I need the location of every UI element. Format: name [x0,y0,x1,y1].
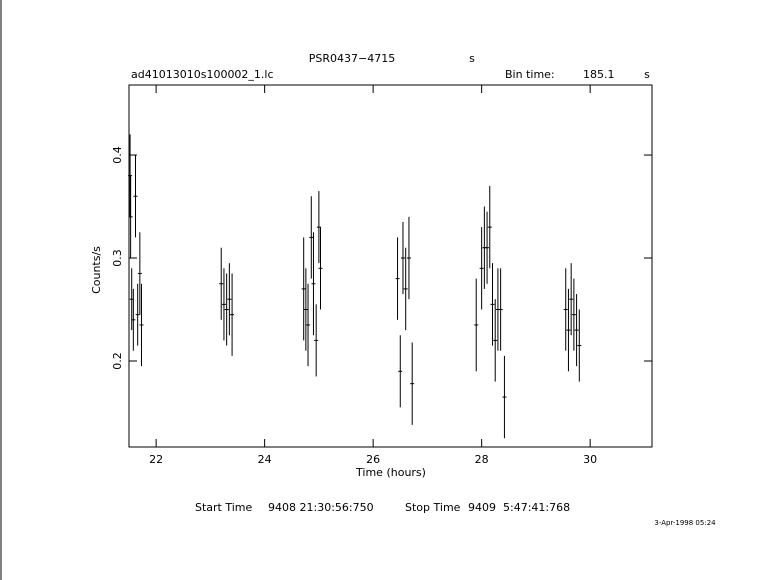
x-tick-label: 24 [258,453,272,466]
bin-value: 185.1 [583,68,615,81]
y-axis-label: Counts/s [90,246,103,294]
chart-title: PSR0437−4715 [309,52,395,65]
start-value: 9408 21:30:56:750 [268,501,374,514]
x-tick-label: 30 [583,453,597,466]
x-axis-label: Time (hours) [355,466,426,479]
bin-label: Bin time: [505,68,555,81]
y-tick-label: 0.4 [111,146,124,164]
x-tick-label: 28 [475,453,489,466]
file-name: ad41013010s100002_1.lc [131,68,274,81]
stop-value: 9409 5:47:41:768 [468,501,570,514]
x-tick-label: 22 [149,453,163,466]
bin-unit: s [644,68,650,81]
title-unit: s [469,52,475,65]
plot-frame [128,84,653,448]
start-label: Start Time [195,501,253,514]
y-tick-label: 0.2 [111,352,124,370]
y-tick-label: 0.3 [111,249,124,267]
plot-date: 3-Apr-1998 05:24 [654,519,716,527]
x-tick-label: 26 [366,453,380,466]
stop-label: Stop Time [405,501,461,514]
